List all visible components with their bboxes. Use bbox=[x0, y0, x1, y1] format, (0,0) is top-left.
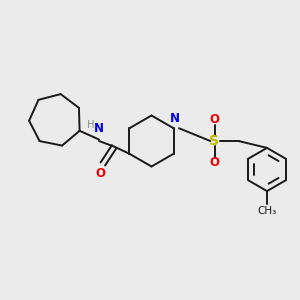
Text: H: H bbox=[87, 120, 94, 130]
Text: S: S bbox=[209, 134, 220, 148]
Text: O: O bbox=[95, 167, 105, 180]
Text: O: O bbox=[209, 156, 220, 169]
Text: O: O bbox=[209, 113, 220, 126]
Text: N: N bbox=[94, 122, 104, 135]
Text: N: N bbox=[170, 112, 180, 125]
Text: CH₃: CH₃ bbox=[257, 206, 277, 216]
